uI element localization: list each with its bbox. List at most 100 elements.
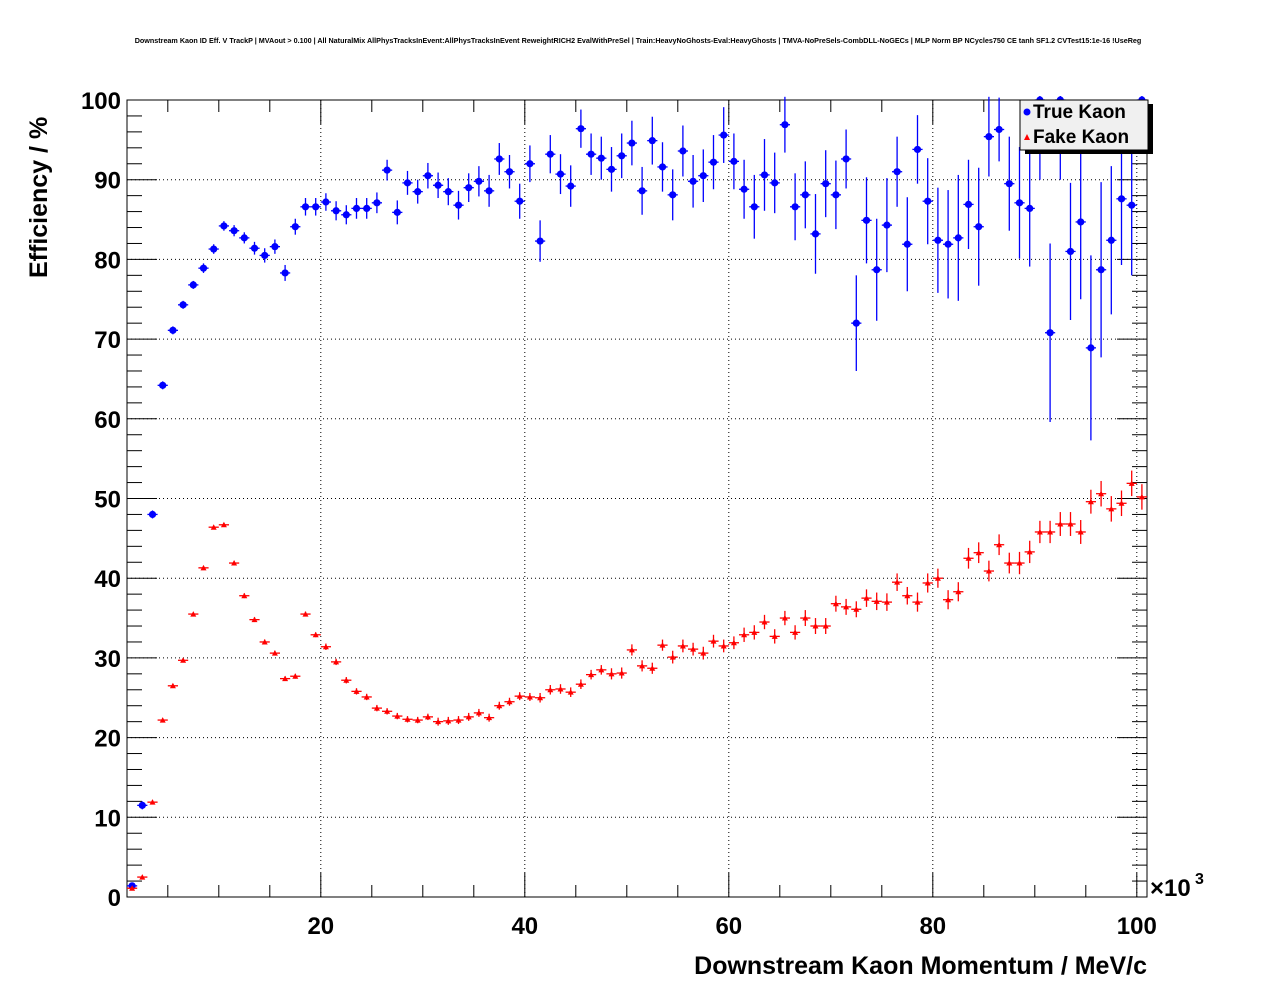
data-point <box>465 184 473 192</box>
data-point <box>648 137 656 145</box>
data-point <box>291 223 299 231</box>
data-point <box>954 234 962 242</box>
data-point <box>435 718 442 725</box>
data-point <box>955 588 962 595</box>
data-point <box>832 600 839 607</box>
data-point <box>516 197 524 205</box>
data-point <box>312 631 319 638</box>
data-point <box>414 188 422 196</box>
y-tick-label: 10 <box>94 805 121 832</box>
data-point <box>505 168 514 176</box>
data-point <box>210 245 218 253</box>
data-point <box>567 689 574 695</box>
data-point <box>332 207 340 215</box>
data-point <box>220 222 228 230</box>
data-point <box>812 623 819 629</box>
data-point <box>689 177 697 185</box>
data-point <box>567 182 575 190</box>
data-point <box>454 201 463 209</box>
data-point <box>282 675 289 682</box>
data-point <box>750 203 758 211</box>
data-point <box>975 223 983 231</box>
data-point <box>536 237 544 245</box>
data-point <box>1005 180 1013 188</box>
data-point <box>210 524 217 530</box>
y-tick-label: 0 <box>108 885 121 912</box>
data-point <box>251 616 258 623</box>
data-point <box>669 654 676 660</box>
data-point <box>1128 201 1136 209</box>
data-point <box>1097 266 1105 274</box>
data-point <box>730 639 737 646</box>
data-point <box>240 234 248 242</box>
data-point <box>220 521 227 528</box>
data-point <box>322 198 330 206</box>
data-point <box>1098 490 1105 497</box>
data-point <box>883 599 890 605</box>
x-multiplier: ×10 3 <box>1150 871 1204 902</box>
x-tick-label: 20 <box>307 913 334 940</box>
data-point <box>444 188 452 196</box>
data-point <box>913 145 922 154</box>
data-point <box>903 240 911 248</box>
data-point <box>393 208 401 216</box>
data-point <box>1087 498 1094 505</box>
data-point <box>547 686 554 693</box>
data-point <box>302 611 309 617</box>
data-point <box>414 717 421 723</box>
x-tick-label: 100 <box>1117 913 1157 940</box>
data-point <box>741 631 748 638</box>
data-point <box>465 713 472 720</box>
data-point <box>241 592 248 599</box>
data-point <box>924 197 932 205</box>
data-point <box>1026 548 1033 555</box>
data-point <box>699 172 707 180</box>
data-point <box>607 165 616 173</box>
data-point <box>138 801 146 809</box>
data-point <box>261 638 268 645</box>
axes: 0 10 20 30 40 50 60 70 80 90 100 20 40 60 80 100 <box>81 88 1157 940</box>
data-point <box>312 203 320 211</box>
data-point <box>649 665 656 671</box>
data-point <box>475 709 482 716</box>
y-tick-label: 60 <box>94 407 121 434</box>
data-point <box>1117 195 1126 203</box>
data-point <box>1016 560 1023 566</box>
data-point <box>495 155 503 163</box>
data-point <box>200 564 207 571</box>
data-point <box>791 203 799 211</box>
data-point <box>628 646 635 653</box>
data-point <box>996 541 1003 548</box>
data-point <box>577 681 584 687</box>
data-point <box>189 281 197 289</box>
data-point <box>965 555 972 561</box>
data-point <box>169 326 177 334</box>
data-point <box>679 642 686 649</box>
data-point <box>944 240 952 248</box>
data-point <box>1047 528 1054 535</box>
data-point <box>751 629 758 635</box>
data-point <box>924 579 931 586</box>
data-point <box>169 682 176 689</box>
data-point <box>403 179 412 187</box>
data-point <box>1006 560 1013 566</box>
y-tick-label: 90 <box>94 168 121 195</box>
data-point <box>496 702 503 709</box>
data-point <box>526 160 534 168</box>
data-point <box>985 568 992 574</box>
data-point <box>261 251 269 260</box>
data-point <box>853 606 860 612</box>
x-axis-title: Downstream Kaon Momentum / MeV/c <box>694 952 1147 980</box>
data-point <box>250 244 259 252</box>
data-point <box>598 666 605 673</box>
data-point <box>271 650 278 656</box>
y-tick-label: 70 <box>94 327 121 354</box>
data-point <box>537 694 544 701</box>
data-point <box>638 187 646 195</box>
y-tick-label: 50 <box>94 487 121 514</box>
grid <box>127 100 1147 897</box>
data-point <box>781 615 788 621</box>
data-point <box>761 619 768 625</box>
data-point <box>873 266 881 274</box>
